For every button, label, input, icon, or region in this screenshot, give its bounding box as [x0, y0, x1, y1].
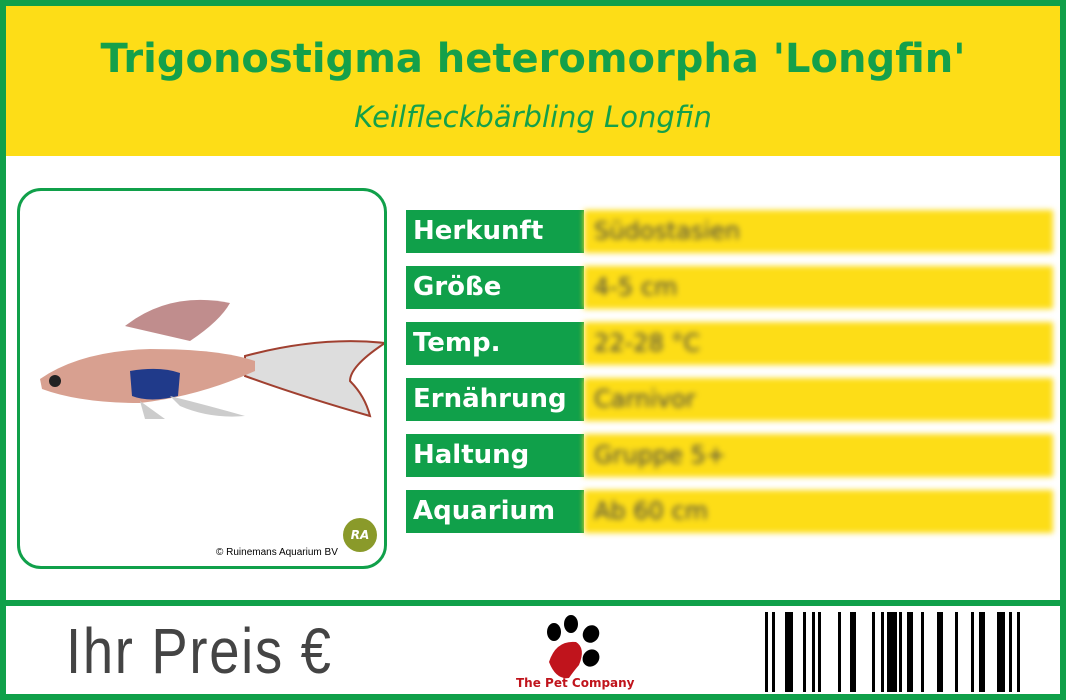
detail-label: Temp. — [406, 322, 584, 365]
price-label: Ihr Preis € — [66, 615, 333, 687]
detail-value: Gruppe 5+ — [584, 434, 1053, 477]
detail-row-haltung: Haltung Gruppe 5+ — [406, 434, 1053, 477]
ruinemans-logo: RA — [343, 518, 377, 552]
detail-value: 4-5 cm — [584, 266, 1053, 309]
footer-divider — [6, 600, 1060, 606]
detail-label: Größe — [406, 266, 584, 309]
detail-label: Haltung — [406, 434, 584, 477]
detail-value: Ab 60 cm — [584, 490, 1053, 533]
detail-value: Carnivor — [584, 378, 1053, 421]
detail-label: Herkunft — [406, 210, 584, 253]
detail-row-aquarium: Aquarium Ab 60 cm — [406, 490, 1053, 533]
header: Trigonostigma heteromorpha 'Longfin' Kei… — [6, 6, 1060, 156]
fish-image — [40, 299, 384, 419]
species-title: Trigonostigma heteromorpha 'Longfin' — [100, 36, 966, 82]
common-name: Keilfleckbärbling Longfin — [354, 100, 712, 134]
detail-row-temp: Temp. 22-28 °C — [406, 322, 1053, 365]
barcode — [765, 612, 1020, 692]
detail-row-herkunft: Herkunft Südostasien — [406, 210, 1053, 253]
detail-label: Ernährung — [406, 378, 584, 421]
fish-photo: RA © Ruinemans Aquarium BV — [17, 188, 387, 569]
paw-icon — [547, 615, 600, 679]
detail-row-groesse: Größe 4-5 cm — [406, 266, 1053, 309]
detail-value: 22-28 °C — [584, 322, 1053, 365]
detail-row-ernaehrung: Ernährung Carnivor — [406, 378, 1053, 421]
detail-value: Südostasien — [584, 210, 1053, 253]
detail-label: Aquarium — [406, 490, 584, 533]
photo-credit: © Ruinemans Aquarium BV — [216, 547, 338, 558]
company-logo-text: The Pet Company — [516, 676, 635, 690]
